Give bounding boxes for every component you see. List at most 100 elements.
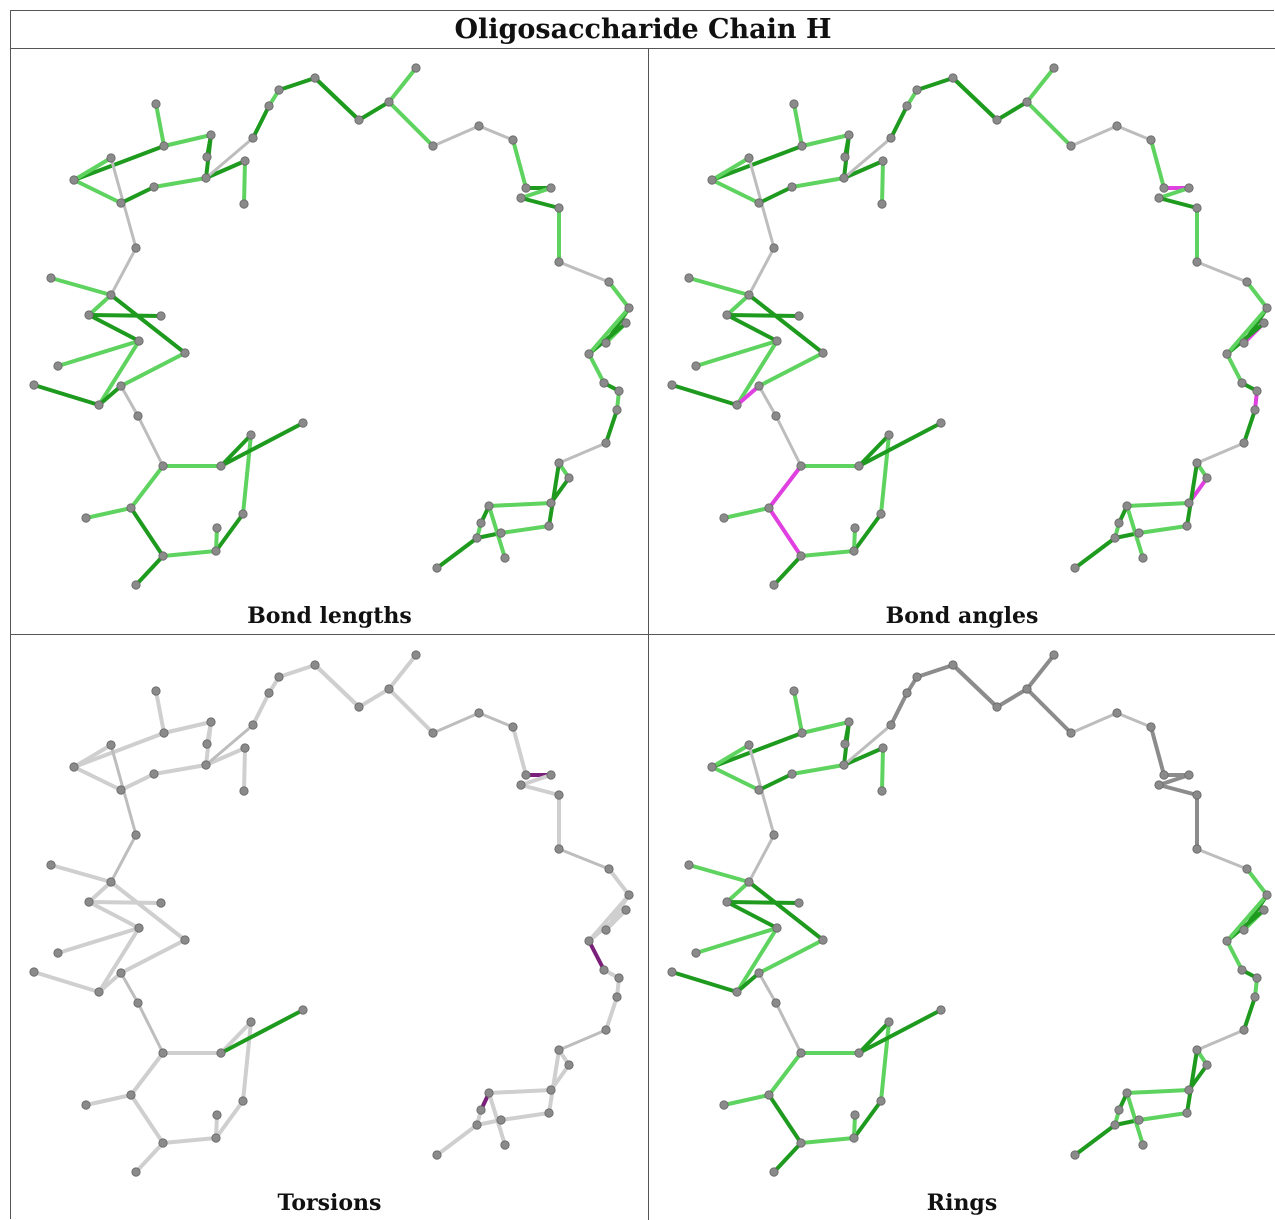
atom — [839, 173, 849, 183]
bond — [499, 524, 551, 535]
bond — [511, 725, 528, 777]
bond — [767, 1093, 803, 1145]
atom — [149, 182, 159, 192]
glycosidic-link — [119, 384, 140, 418]
atom — [850, 1110, 860, 1120]
atom — [554, 1045, 564, 1055]
atom — [732, 987, 742, 997]
atom — [432, 563, 442, 573]
atom — [1122, 1088, 1132, 1098]
atom — [1112, 708, 1122, 718]
bond — [129, 1051, 165, 1097]
bond — [487, 1088, 553, 1095]
bond — [129, 1093, 165, 1145]
atom — [601, 925, 611, 935]
atom — [1114, 518, 1124, 528]
bond — [162, 133, 213, 148]
atom — [1159, 770, 1169, 780]
atom — [554, 790, 564, 800]
bond — [1225, 939, 1244, 972]
atom — [151, 99, 161, 109]
bond — [725, 880, 751, 904]
atom — [584, 349, 594, 359]
figure-frame: Oligosaccharide Chain H Bond lengths Bon… — [10, 10, 1275, 1220]
bond — [735, 926, 779, 994]
atom — [612, 992, 622, 1002]
bond — [134, 1141, 165, 1174]
atom — [789, 686, 799, 696]
atom — [744, 290, 754, 300]
atom — [158, 1138, 168, 1148]
bond — [242, 159, 247, 206]
bond — [587, 939, 606, 972]
atom — [384, 97, 394, 107]
glycosidic-link — [1195, 441, 1246, 465]
bond — [1185, 1048, 1199, 1115]
panel-rings: Rings — [649, 635, 1275, 1220]
atom — [614, 386, 624, 396]
bond — [951, 76, 999, 122]
bond — [97, 384, 123, 407]
atom — [818, 348, 828, 358]
atom — [612, 405, 622, 415]
atom — [544, 1108, 554, 1118]
atom — [840, 152, 850, 162]
glycosidic-link — [1115, 124, 1153, 142]
atom — [1022, 684, 1032, 694]
atom — [149, 769, 159, 779]
atom — [604, 277, 614, 287]
atom — [878, 743, 888, 753]
atom — [684, 273, 694, 283]
bond — [880, 159, 885, 206]
bond — [357, 687, 391, 709]
bond — [670, 970, 739, 994]
bond — [587, 352, 606, 385]
bond — [119, 185, 156, 205]
atom — [1237, 965, 1247, 975]
atom — [1202, 1060, 1212, 1070]
atom — [849, 1133, 859, 1143]
atom — [206, 717, 216, 727]
bond — [767, 464, 803, 510]
bond — [852, 1099, 883, 1140]
bond — [97, 339, 141, 407]
bond — [799, 1136, 856, 1145]
atom — [601, 338, 611, 348]
atom — [472, 1120, 482, 1130]
atom — [796, 1138, 806, 1148]
atom — [1022, 97, 1032, 107]
atom — [902, 688, 912, 698]
bond — [87, 900, 163, 905]
glycosidic-link — [109, 833, 138, 884]
bond — [519, 196, 561, 210]
atom — [794, 311, 804, 321]
atom — [912, 85, 922, 95]
glycosidic-link — [204, 723, 255, 767]
atom — [116, 198, 126, 208]
glycosidic-link — [842, 723, 893, 767]
atom — [854, 461, 864, 471]
bond — [857, 1008, 943, 1055]
atom — [238, 1096, 248, 1106]
atom — [936, 1005, 946, 1015]
atom — [474, 121, 484, 131]
atom — [1262, 303, 1272, 313]
atom — [238, 509, 248, 519]
atom — [1138, 1140, 1148, 1150]
bond — [313, 76, 361, 122]
atom — [772, 923, 782, 933]
atom — [546, 1085, 556, 1095]
atom — [1192, 844, 1202, 854]
atom — [159, 141, 169, 151]
bond — [387, 687, 435, 735]
glycosidic-link — [757, 971, 778, 1005]
bond — [710, 144, 804, 182]
bond — [72, 765, 123, 792]
bond — [792, 689, 804, 735]
atom — [772, 336, 782, 346]
atom — [624, 890, 634, 900]
atom — [201, 173, 211, 183]
atom — [684, 860, 694, 870]
bond — [519, 773, 553, 787]
atom — [546, 770, 556, 780]
